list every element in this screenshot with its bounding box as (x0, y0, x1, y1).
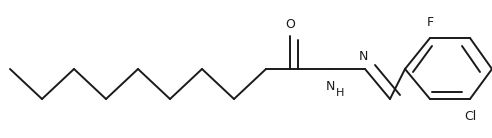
Text: Cl: Cl (464, 109, 476, 123)
Text: F: F (427, 15, 433, 29)
Text: N: N (325, 80, 335, 94)
Text: H: H (336, 88, 344, 98)
Text: O: O (285, 18, 295, 30)
Text: N: N (358, 50, 368, 63)
